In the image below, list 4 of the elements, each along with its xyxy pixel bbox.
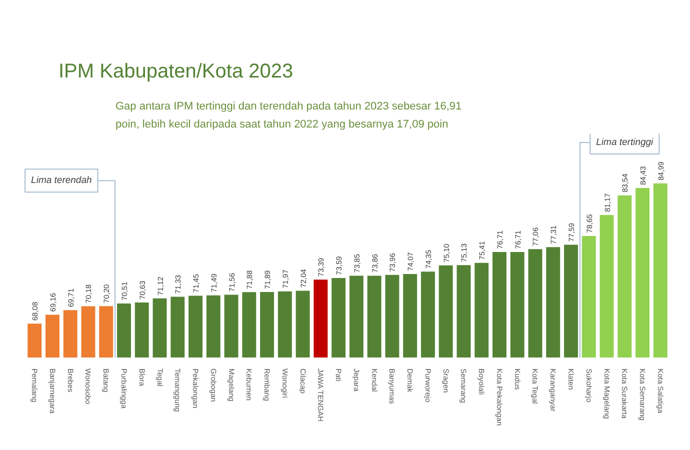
annotation: Lima tertinggi	[596, 136, 654, 148]
chart-title: IPM Kabupaten/Kota 2023	[58, 60, 294, 82]
chart-subtitle: Gap antara IPM tertinggi dan terendah pada tahun 2023 sebesar 16,91 poin, lebih kecil daripada saat tahun 2022 yang besarnya 17,09 poin	[116, 100, 462, 130]
annotation: Lima terendah	[31, 175, 92, 186]
